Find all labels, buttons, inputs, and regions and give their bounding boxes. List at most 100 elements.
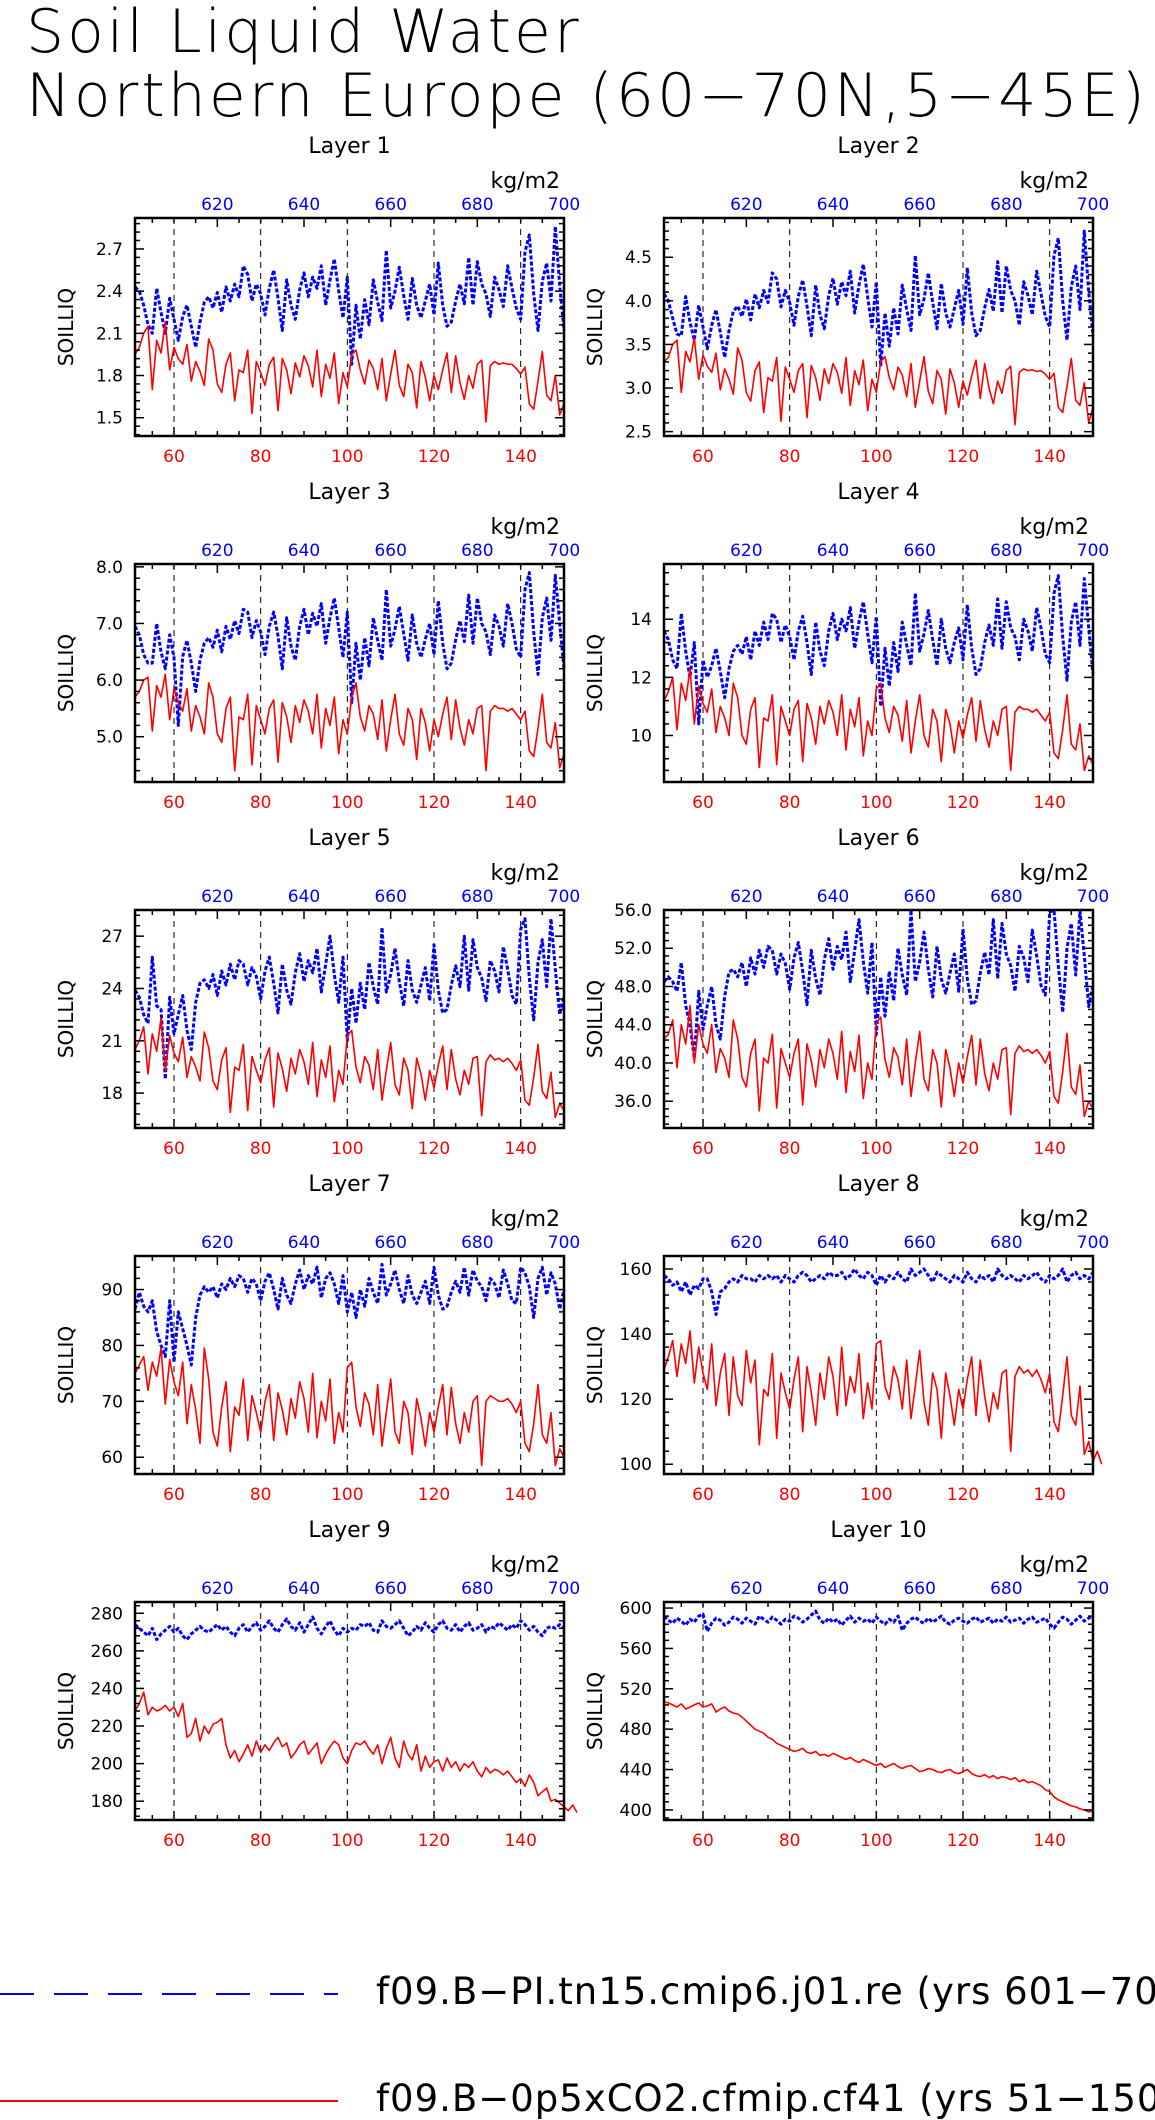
- layer-6-y-tick-label: 36.0: [614, 1092, 652, 1112]
- layer-1-bottom-tick-label: 120: [418, 447, 450, 467]
- layer-10-y-tick-label: 560: [620, 1639, 652, 1659]
- layer-8-bottom-tick-label: 140: [1033, 1485, 1065, 1505]
- layer-2-bottom-tick-label: 100: [860, 447, 892, 467]
- layer-5-bottom-tick-label: 140: [504, 1139, 536, 1159]
- layer-4-series-0p5xco2: [663, 667, 1094, 772]
- layer-10-title: Layer 10: [830, 1518, 926, 1543]
- layer-8-top-tick-label: 660: [903, 1233, 935, 1253]
- layer-4-title: Layer 4: [837, 480, 919, 505]
- layer-6-plot-frame: [662, 908, 1095, 1130]
- layer-8-plot-frame: [662, 1254, 1095, 1476]
- layer-2-y-tick-label: 3.5: [625, 335, 652, 355]
- layer-1-bottom-tick-label: 100: [331, 447, 363, 467]
- layer-4-unit-label: kg/m2: [1019, 515, 1089, 540]
- layer-1-top-tick-label: 680: [461, 195, 493, 215]
- layer-3-top-tick-label: 700: [548, 541, 580, 561]
- layer-10-series-pi: [662, 1609, 1094, 1633]
- layer-5-title: Layer 5: [308, 826, 390, 851]
- layer-2-top-tick-label: 680: [990, 195, 1022, 215]
- layer-6-y-tick-label: 56.0: [614, 901, 652, 921]
- layer-10-top-tick-label: 620: [730, 1579, 762, 1599]
- legend-entry-0p5xco2: f09.B−0p5xCO2.cfmip.cf41 (yrs 51−150): [376, 2077, 1155, 2120]
- layer-10-top-tick-label: 680: [990, 1579, 1022, 1599]
- legend: f09.B−PI.tn15.cmip6.j01.re (yrs 601−700)…: [0, 1960, 1155, 2120]
- layer-7-top-tick-label: 700: [548, 1233, 580, 1253]
- layer-1-y-axis-label: SOILLIQ: [54, 288, 78, 366]
- layer-3-plot-frame: [133, 562, 566, 784]
- layer-6-top-tick-label: 620: [730, 887, 762, 907]
- legend-entry-pi: f09.B−PI.tn15.cmip6.j01.re (yrs 601−700): [376, 1970, 1155, 2013]
- layer-5-top-tick-label: 640: [288, 887, 320, 907]
- layer-10-bottom-tick-label: 80: [779, 1831, 801, 1851]
- layer-6-bottom-tick-label: 80: [779, 1139, 801, 1159]
- layer-6-bottom-tick-label: 140: [1033, 1139, 1065, 1159]
- layer-6-top-tick-label: 640: [817, 887, 849, 907]
- layer-7-top-tick-label: 680: [461, 1233, 493, 1253]
- layer-7-bottom-tick-label: 140: [504, 1485, 536, 1505]
- layer-8-series-pi: [663, 1267, 1095, 1317]
- layer-5-y-tick-label: 27: [101, 927, 123, 947]
- layer-10-y-tick-label: 520: [620, 1680, 652, 1700]
- layer-7-plot-frame: [133, 1254, 566, 1476]
- layer-4-y-tick-label: 10: [630, 726, 652, 746]
- layer-8-y-axis-label: SOILLIQ: [583, 1326, 607, 1404]
- layer-2-series-0p5xco2: [663, 336, 1094, 426]
- layer-7-y-tick-label: 80: [101, 1336, 123, 1356]
- layer-3-y-tick-label: 6.0: [96, 671, 123, 691]
- layer-10-y-axis-label: SOILLIQ: [583, 1672, 607, 1750]
- layer-6-y-tick-label: 44.0: [614, 1016, 652, 1036]
- layer-9-y-tick-label: 220: [91, 1717, 123, 1737]
- layer-9-top-tick-label: 700: [548, 1579, 580, 1599]
- layer-3-bottom-tick-label: 100: [331, 793, 363, 813]
- layer-4-plot-frame: [662, 562, 1095, 784]
- layer-10-plot-frame: [662, 1600, 1095, 1822]
- title-line-2: Northern Europe (60−70N,5−45E): [26, 61, 1148, 131]
- layer-4-top-tick-label: 680: [990, 541, 1022, 561]
- layer-10-unit-label: kg/m2: [1019, 1553, 1089, 1578]
- layer-9-top-tick-label: 680: [461, 1579, 493, 1599]
- layer-4-series-pi: [662, 574, 1095, 726]
- layer-10-y-tick-label: 600: [620, 1599, 652, 1619]
- layer-2-top-tick-label: 620: [730, 195, 762, 215]
- layer-10-y-tick-label: 400: [620, 1801, 652, 1821]
- layer-10-series-0p5xco2: [663, 1701, 1094, 1813]
- layer-8-bottom-tick-label: 120: [947, 1485, 979, 1505]
- layer-10-bottom-tick-label: 140: [1033, 1831, 1065, 1851]
- layer-3-unit-label: kg/m2: [490, 515, 560, 540]
- layer-9-title: Layer 9: [308, 1518, 390, 1543]
- layer-3-y-tick-label: 7.0: [96, 614, 123, 634]
- layer-8-top-tick-label: 680: [990, 1233, 1022, 1253]
- layer-6-y-tick-label: 52.0: [614, 939, 652, 959]
- layer-2-y-tick-label: 2.5: [625, 423, 652, 443]
- layer-3-y-tick-label: 8.0: [96, 558, 123, 578]
- layer-8-top-tick-label: 640: [817, 1233, 849, 1253]
- layer-4-bottom-tick-label: 140: [1033, 793, 1065, 813]
- layer-1-top-tick-label: 640: [288, 195, 320, 215]
- layer-7-y-tick-label: 90: [101, 1281, 123, 1301]
- layer-7-y-axis-label: SOILLIQ: [54, 1326, 78, 1404]
- layer-4-top-tick-label: 660: [903, 541, 935, 561]
- layer-2-bottom-tick-label: 140: [1033, 447, 1065, 467]
- layer-7-title: Layer 7: [308, 1172, 390, 1197]
- layer-1-title: Layer 1: [308, 134, 390, 159]
- layer-7-top-tick-label: 620: [201, 1233, 233, 1253]
- layer-9-y-tick-label: 180: [91, 1792, 123, 1812]
- layer-3-y-axis-label: SOILLIQ: [54, 634, 78, 712]
- layer-5-y-tick-label: 24: [101, 979, 123, 999]
- layer-4-bottom-tick-label: 100: [860, 793, 892, 813]
- layer-8-bottom-tick-label: 80: [779, 1485, 801, 1505]
- layer-8-series-0p5xco2: [663, 1330, 1103, 1465]
- layer-5-bottom-tick-label: 120: [418, 1139, 450, 1159]
- layer-1-series-pi: [133, 224, 566, 366]
- layer-10-y-tick-label: 440: [620, 1761, 652, 1781]
- layer-9-unit-label: kg/m2: [490, 1553, 560, 1578]
- layer-6-bottom-tick-label: 100: [860, 1139, 892, 1159]
- layer-7-bottom-tick-label: 80: [250, 1485, 272, 1505]
- layer-1-top-tick-label: 660: [374, 195, 406, 215]
- layer-9-bottom-tick-label: 140: [504, 1831, 536, 1851]
- layer-8-y-tick-label: 140: [620, 1325, 652, 1345]
- layer-10-bottom-tick-label: 60: [692, 1831, 714, 1851]
- layer-3-top-tick-label: 680: [461, 541, 493, 561]
- layer-9-y-tick-label: 240: [91, 1679, 123, 1699]
